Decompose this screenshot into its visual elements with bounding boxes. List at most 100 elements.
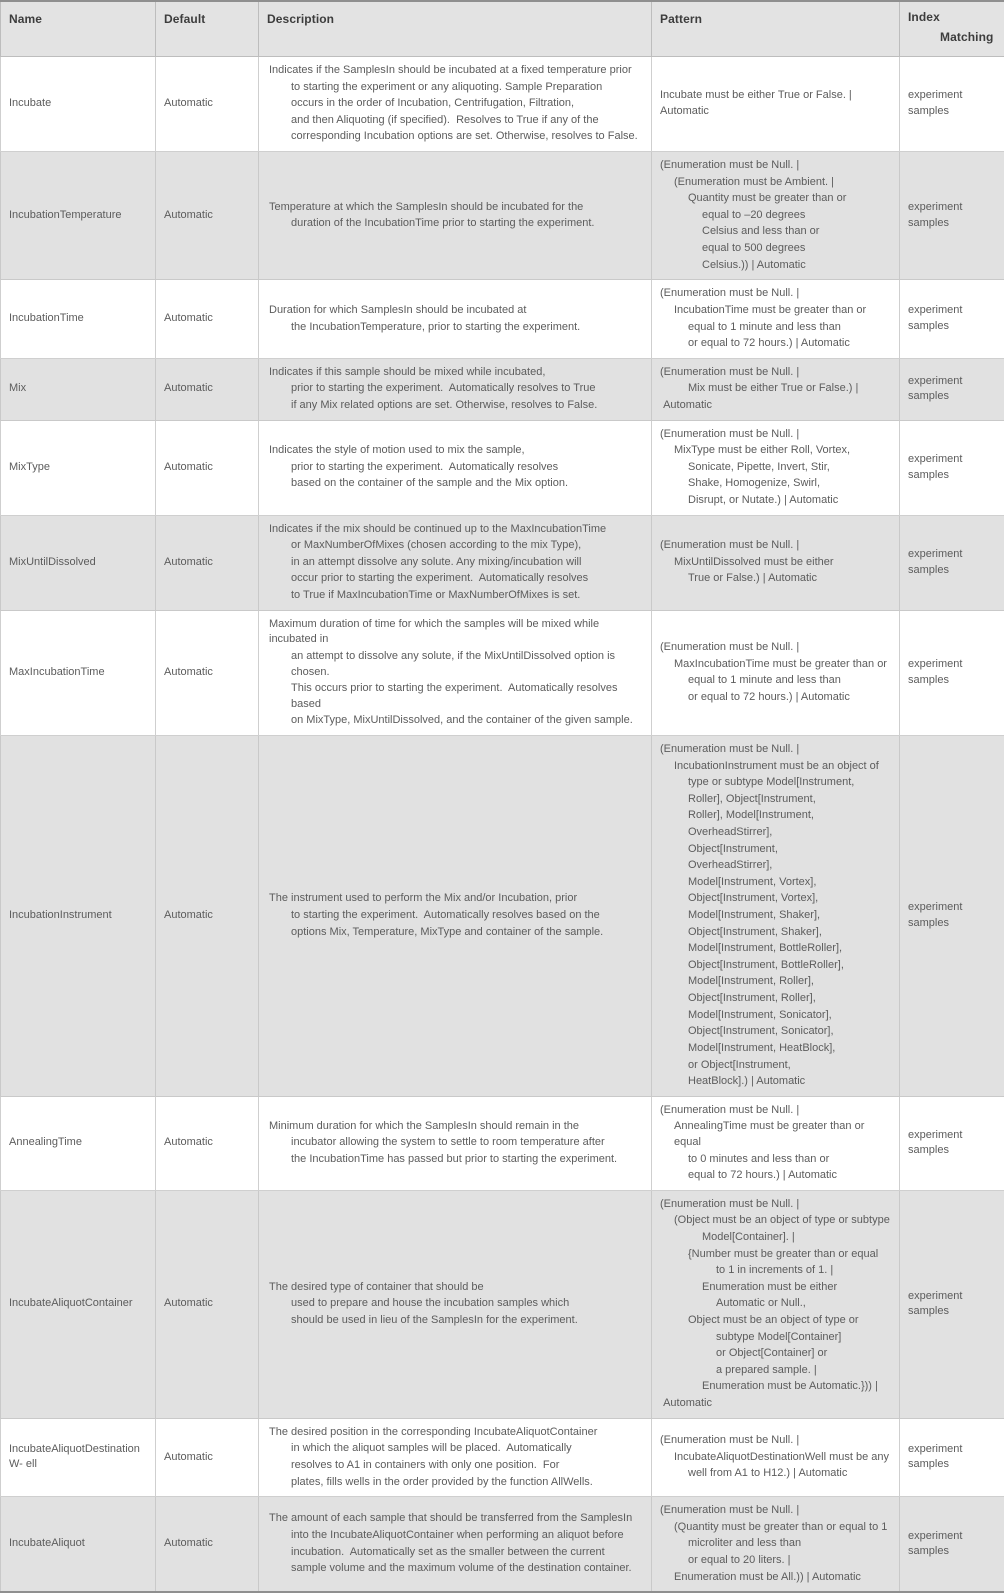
description-line: and then Aliquoting (if specified). Reso… bbox=[269, 113, 643, 129]
cell-default-value: Automatic bbox=[156, 1497, 259, 1593]
pattern-line: OverheadStirrer], bbox=[660, 858, 891, 874]
column-header-pattern: Pattern bbox=[652, 1, 900, 57]
description-line: into the IncubateAliquotContainer when p… bbox=[269, 1528, 643, 1544]
cell-description: Indicates the style of motion used to mi… bbox=[259, 420, 652, 515]
description-line: incubation. Automatically set as the sma… bbox=[269, 1545, 643, 1561]
pattern-line: Model[Instrument, BottleRoller], bbox=[660, 941, 891, 957]
cell-index-matching: experiment samples bbox=[900, 57, 1004, 152]
pattern-line: OverheadStirrer], bbox=[660, 825, 891, 841]
cell-index-matching: experiment samples bbox=[900, 735, 1004, 1096]
description-line: The desired type of container that shoul… bbox=[269, 1280, 643, 1296]
cell-option-name: MixUntilDissolved bbox=[1, 515, 156, 610]
description-line: in an attempt dissolve any solute. Any m… bbox=[269, 555, 643, 571]
pattern-line: or Object[Container] or bbox=[660, 1346, 891, 1362]
pattern-line: to 1 in increments of 1. | bbox=[660, 1263, 891, 1279]
pattern-line: Object[Instrument, BottleRoller], bbox=[660, 958, 891, 974]
cell-option-name: AnnealingTime bbox=[1, 1096, 156, 1190]
cell-description: The instrument used to perform the Mix a… bbox=[259, 735, 652, 1096]
pattern-line: Roller], Model[Instrument, bbox=[660, 808, 891, 824]
pattern-line: (Quantity must be greater than or equal … bbox=[660, 1520, 891, 1536]
pattern-line: to 0 minutes and less than or bbox=[660, 1152, 891, 1168]
pattern-line: (Enumeration must be Null. | bbox=[660, 538, 891, 554]
cell-pattern: (Enumeration must be Null. |IncubateAliq… bbox=[652, 1418, 900, 1496]
pattern-line: Automatic bbox=[660, 1396, 891, 1412]
pattern-line: Object[Instrument, Roller], bbox=[660, 991, 891, 1007]
column-header-index-line1: Index bbox=[908, 10, 996, 24]
description-line: used to prepare and house the incubation… bbox=[269, 1296, 643, 1312]
pattern-line: (Enumeration must be Null. | bbox=[660, 427, 891, 443]
description-line: The desired position in the correspondin… bbox=[269, 1425, 643, 1441]
pattern-line: equal to 72 hours.) | Automatic bbox=[660, 1168, 891, 1184]
cell-default-value: Automatic bbox=[156, 280, 259, 358]
description-line: resolves to A1 in containers with only o… bbox=[269, 1458, 643, 1474]
description-line: Minimum duration for which the SamplesIn… bbox=[269, 1119, 643, 1135]
cell-default-value: Automatic bbox=[156, 1418, 259, 1496]
pattern-line: MaxIncubationTime must be greater than o… bbox=[660, 657, 891, 673]
pattern-line: True or False.) | Automatic bbox=[660, 571, 891, 587]
cell-description: Maximum duration of time for which the s… bbox=[259, 610, 652, 735]
cell-pattern: (Enumeration must be Null. |IncubationIn… bbox=[652, 735, 900, 1096]
pattern-line: Object[Instrument, Vortex], bbox=[660, 891, 891, 907]
description-line: an attempt to dissolve any solute, if th… bbox=[269, 649, 643, 680]
cell-index-matching: experiment samples bbox=[900, 152, 1004, 280]
cell-index-matching: experiment samples bbox=[900, 1190, 1004, 1418]
cell-pattern: Incubate must be either True or False. |… bbox=[652, 57, 900, 152]
pattern-line: Object must be an object of type or bbox=[660, 1313, 891, 1329]
pattern-line: Enumeration must be Automatic.})) | bbox=[660, 1379, 891, 1395]
cell-pattern: (Enumeration must be Null. |Mix must be … bbox=[652, 358, 900, 420]
cell-option-name: IncubationInstrument bbox=[1, 735, 156, 1096]
description-line: the IncubationTime has passed but prior … bbox=[269, 1152, 643, 1168]
cell-description: Indicates if the mix should be continued… bbox=[259, 515, 652, 610]
cell-option-name: IncubateAliquotDestinationW- ell bbox=[1, 1418, 156, 1496]
description-line: to starting the experiment or any aliquo… bbox=[269, 80, 643, 96]
cell-pattern: (Enumeration must be Null. |MixUntilDiss… bbox=[652, 515, 900, 610]
pattern-line: IncubationInstrument must be an object o… bbox=[660, 759, 891, 775]
description-line: in which the aliquot samples will be pla… bbox=[269, 1441, 643, 1457]
pattern-line: Roller], Object[Instrument, bbox=[660, 792, 891, 808]
pattern-line: IncubationTime must be greater than or bbox=[660, 303, 891, 319]
pattern-line: (Enumeration must be Null. | bbox=[660, 286, 891, 302]
cell-pattern: (Enumeration must be Null. |MixType must… bbox=[652, 420, 900, 515]
cell-pattern: (Enumeration must be Null. |IncubationTi… bbox=[652, 280, 900, 358]
cell-default-value: Automatic bbox=[156, 358, 259, 420]
cell-description: Minimum duration for which the SamplesIn… bbox=[259, 1096, 652, 1190]
pattern-line: (Object must be an object of type or sub… bbox=[660, 1213, 891, 1229]
description-line: occurs in the order of Incubation, Centr… bbox=[269, 96, 643, 112]
description-line: duration of the IncubationTime prior to … bbox=[269, 216, 643, 232]
column-header-name: Name bbox=[1, 1, 156, 57]
cell-option-name: MixType bbox=[1, 420, 156, 515]
pattern-line: microliter and less than bbox=[660, 1536, 891, 1552]
pattern-line: Celsius.)) | Automatic bbox=[660, 258, 891, 274]
pattern-line: (Enumeration must be Null. | bbox=[660, 1197, 891, 1213]
pattern-line: (Enumeration must be Null. | bbox=[660, 158, 891, 174]
pattern-line: Model[Instrument, HeatBlock], bbox=[660, 1041, 891, 1057]
table-header: Name Default Description Pattern Index M… bbox=[1, 1, 1004, 57]
cell-option-name: MaxIncubationTime bbox=[1, 610, 156, 735]
description-line: Indicates if the SamplesIn should be inc… bbox=[269, 63, 643, 79]
description-line: prior to starting the experiment. Automa… bbox=[269, 381, 643, 397]
cell-option-name: IncubateAliquotContainer bbox=[1, 1190, 156, 1418]
cell-index-matching: experiment samples bbox=[900, 1418, 1004, 1496]
cell-default-value: Automatic bbox=[156, 610, 259, 735]
cell-default-value: Automatic bbox=[156, 735, 259, 1096]
description-line: or MaxNumberOfMixes (chosen according to… bbox=[269, 538, 643, 554]
description-line: The amount of each sample that should be… bbox=[269, 1511, 643, 1527]
cell-pattern: (Enumeration must be Null. |AnnealingTim… bbox=[652, 1096, 900, 1190]
cell-index-matching: experiment samples bbox=[900, 358, 1004, 420]
cell-description: The desired position in the correspondin… bbox=[259, 1418, 652, 1496]
pattern-line: Object[Instrument, Shaker], bbox=[660, 925, 891, 941]
pattern-line: subtype Model[Container] bbox=[660, 1330, 891, 1346]
pattern-line: (Enumeration must be Null. | bbox=[660, 742, 891, 758]
column-header-index-line2: Matching bbox=[908, 30, 996, 44]
pattern-line: MixUntilDissolved must be either bbox=[660, 555, 891, 571]
pattern-line: Enumeration must be All.)) | Automatic bbox=[660, 1570, 891, 1586]
pattern-line: (Enumeration must be Null. | bbox=[660, 1503, 891, 1519]
